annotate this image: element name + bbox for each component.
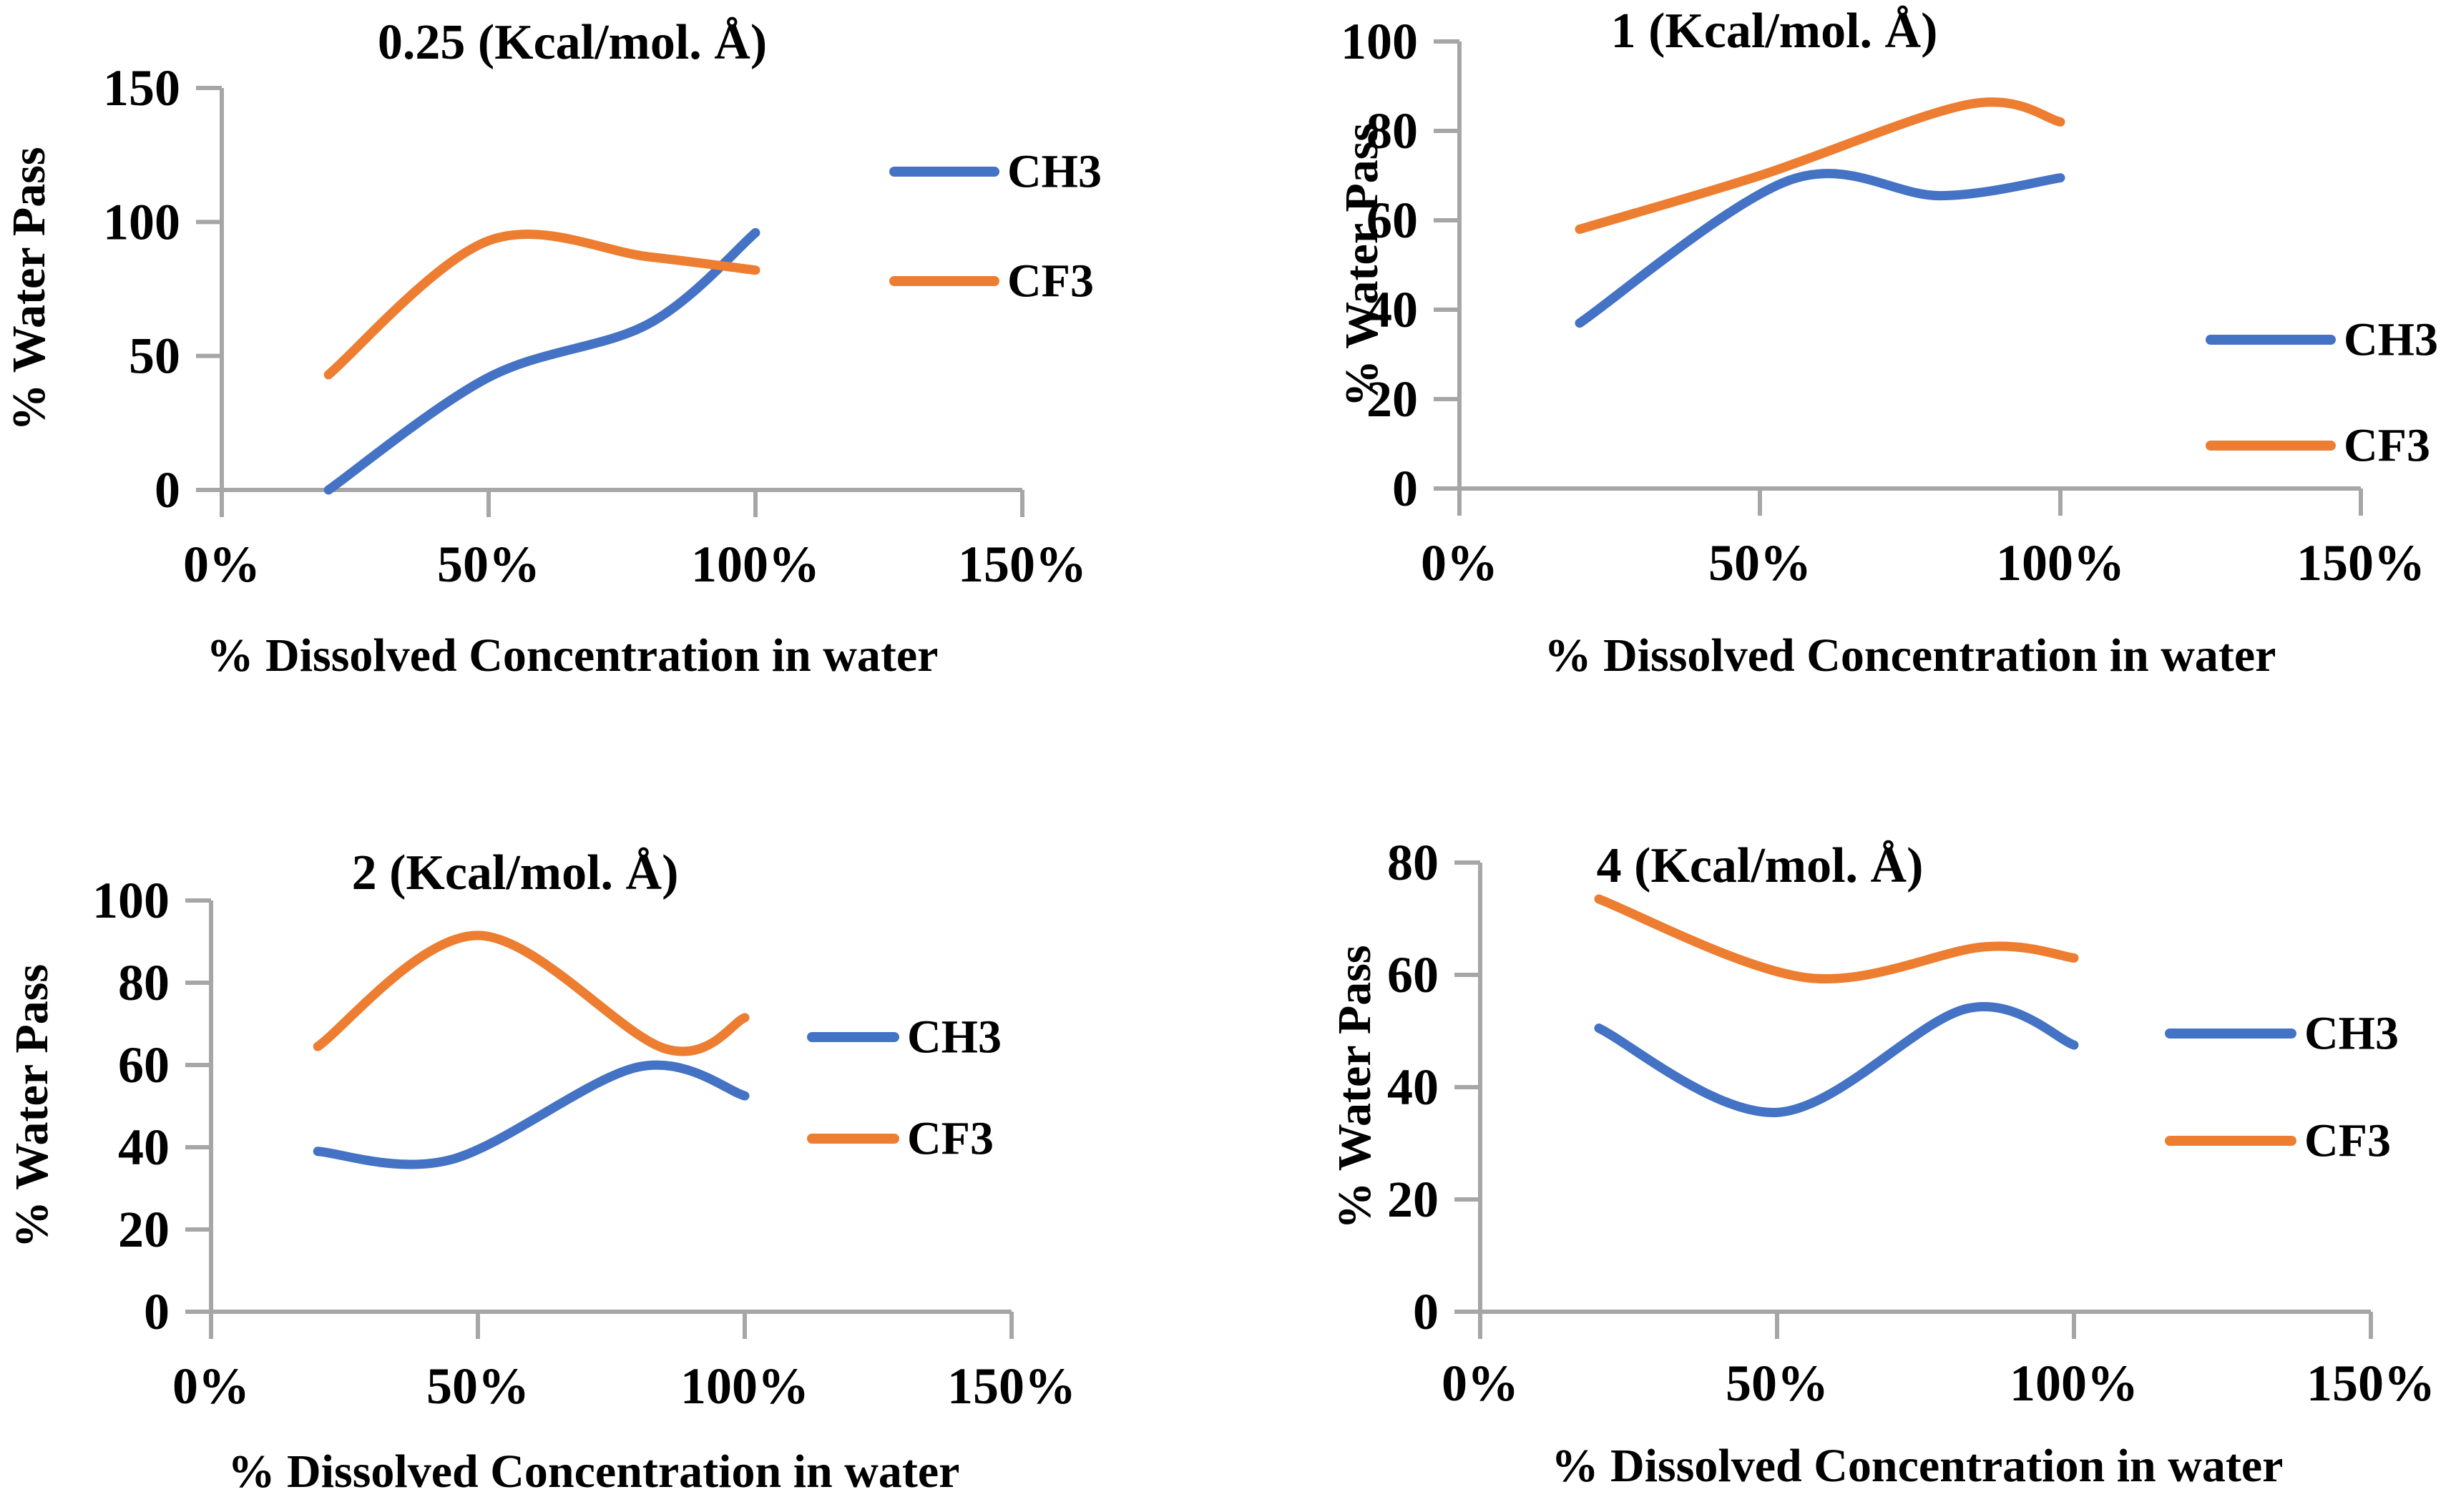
chart-title: 1 (Kcal/mol. Å) [1611,4,1938,59]
legend-label-CF3: CF3 [1007,255,1094,308]
series-line-CH3 [1575,169,2065,328]
y-tick-label: 80 [118,954,170,1011]
y-axis-title: % Water Pass [3,147,55,431]
x-tick-label: 100% [1996,534,2125,591]
x-tick-label: 100% [691,536,820,593]
y-tick-label: 40 [1387,1059,1439,1116]
y-tick-label: 0 [144,1283,170,1340]
x-tick-label: 50% [1708,534,1811,591]
x-axis-title: % Dissolved Concentration in water [228,1445,960,1498]
y-tick-label: 40 [118,1119,170,1176]
chart-svg: 0.25 (Kcal/mol. Å) 0 50 100 150 0% 50% 100% 150%… [3,15,1102,682]
x-tick-label: 0% [1421,534,1498,591]
y-tick-label: 0 [155,461,180,519]
chart-svg: 4 (Kcal/mol. Å) 0 20 40 60 80 0% 50% 100% 150% % W… [1329,834,2435,1492]
chart-title: 0.25 (Kcal/mol. Å) [378,15,767,70]
y-axis-title: % Water Pass [1336,123,1388,407]
legend-label-CH3: CH3 [907,1011,1002,1064]
x-axis-title: % Dissolved Concentration in water [207,629,939,682]
x-tick-label: 100% [680,1358,809,1415]
y-tick-label: 50 [129,328,180,385]
y-tick-label: 100 [92,872,170,929]
legend-label-CH3: CH3 [2344,314,2438,366]
y-tick-label: 100 [1341,13,1418,70]
legend-label-CF3: CF3 [2304,1115,2391,1167]
y-tick-label: 150 [103,59,180,117]
y-tick-label: 0 [1413,1283,1439,1340]
x-tick-label: 50% [437,536,540,593]
x-tick-label: 150% [947,1358,1076,1415]
y-tick-label: 20 [118,1201,170,1258]
x-tick-label: 50% [1726,1355,1829,1412]
chart-panel-2-kcal: 2 (Kcal/mol. Å) 0 20 40 60 80 100 0% 50% 100% 150%… [0,756,1230,1512]
y-tick-label: 60 [118,1036,170,1094]
x-tick-label: 0% [1442,1355,1519,1412]
legend-label-CF3: CF3 [2344,420,2430,472]
x-tick-label: 0% [172,1358,250,1415]
series-line-CF3 [313,931,750,1056]
x-axis-title: % Dissolved Concentration in water [1545,629,2276,682]
series-line-CH3 [1594,1002,2079,1117]
series-line-CH3 [323,227,760,495]
x-tick-label: 150% [958,536,1087,593]
chart-title: 4 (Kcal/mol. Å) [1597,838,1924,893]
chart-panel-0.25-kcal: 0.25 (Kcal/mol. Å) 0 50 100 150 0% 50% 100% 150%… [0,0,1230,756]
x-tick-label: 50% [426,1358,529,1415]
series-line-CF3 [1575,97,2065,234]
y-axis-title: % Water Pass [1329,945,1381,1229]
series-line-CF3 [323,230,760,380]
y-tick-label: 20 [1366,370,1418,428]
legend-label-CH3: CH3 [2304,1008,2399,1060]
y-axis-title: % Water Pass [6,964,58,1248]
x-tick-label: 0% [183,536,260,593]
chart-title: 2 (Kcal/mol. Å) [352,845,679,900]
chart-panel-1-kcal: 1 (Kcal/mol. Å) 0 20 40 60 80 100 0% 50% 100% 150%… [1230,0,2461,756]
series-line-CH3 [313,1060,750,1169]
y-tick-label: 40 [1366,281,1418,338]
series-line-CF3 [1594,894,2079,983]
y-tick-label: 80 [1366,102,1418,159]
y-tick-label: 60 [1387,946,1439,1003]
chart-svg: 2 (Kcal/mol. Å) 0 20 40 60 80 100 0% 50% 100% 150%… [6,845,1076,1498]
x-tick-label: 100% [2010,1355,2138,1412]
y-tick-label: 100 [103,193,180,250]
y-tick-label: 0 [1392,460,1418,517]
x-axis-title: % Dissolved Concentration in water [1552,1440,2284,1492]
y-tick-label: 80 [1387,834,1439,891]
chart-svg: 1 (Kcal/mol. Å) 0 20 40 60 80 100 0% 50% 100% 150%… [1336,4,2438,682]
legend-label-CF3: CF3 [907,1113,994,1165]
y-tick-label: 20 [1387,1171,1439,1228]
chart-panel-4-kcal: 4 (Kcal/mol. Å) 0 20 40 60 80 0% 50% 100% 150% % W… [1230,756,2461,1512]
legend-label-CH3: CH3 [1007,146,1102,198]
x-tick-label: 150% [2296,534,2425,591]
x-tick-label: 150% [2306,1355,2435,1412]
y-tick-label: 60 [1366,192,1418,249]
